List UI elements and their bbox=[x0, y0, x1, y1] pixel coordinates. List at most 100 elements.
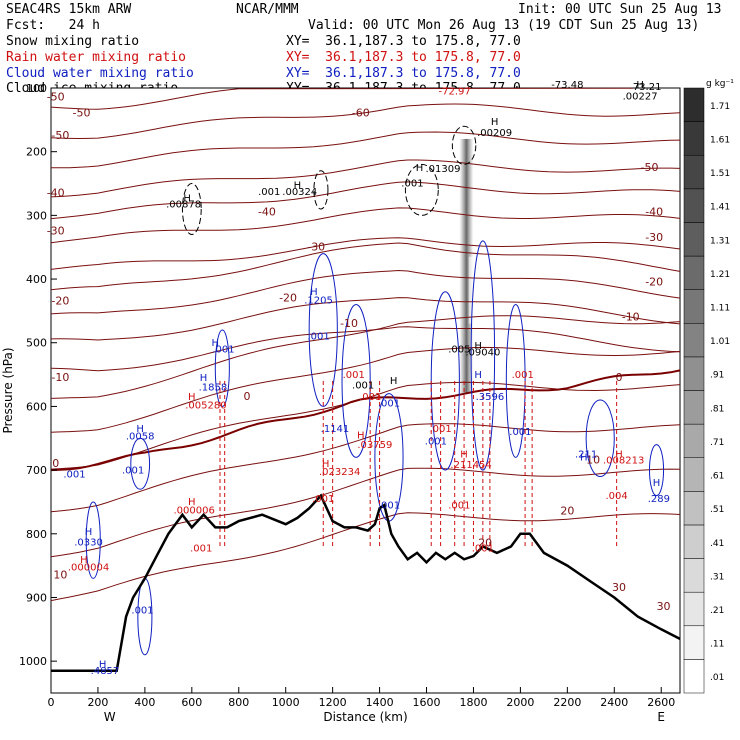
isotherm-label: 30 bbox=[612, 581, 626, 594]
snow-plume-shading bbox=[459, 138, 474, 394]
isotherm-label: 10 bbox=[586, 454, 600, 467]
y-tick-label: 100 bbox=[26, 82, 47, 95]
field-annotation: .211454 bbox=[450, 460, 491, 471]
field-annotation: H bbox=[322, 459, 330, 470]
x-tick-label: 1600 bbox=[413, 696, 441, 709]
colorbar-cell bbox=[683, 121, 705, 156]
y-tick-label: 300 bbox=[26, 209, 47, 222]
isotherm-label: 20 bbox=[560, 505, 574, 518]
y-tick-label: 600 bbox=[26, 400, 47, 413]
field-annotation: .1205 bbox=[304, 295, 333, 306]
field-annotation: .1141 bbox=[321, 424, 350, 435]
field-label-rain: Rain water mixing ratio bbox=[6, 50, 187, 65]
isotherm-label: 0 bbox=[615, 371, 622, 384]
field-annotation: H bbox=[212, 338, 220, 349]
colorbar-cell bbox=[683, 524, 705, 559]
x-tick-label: 800 bbox=[228, 696, 249, 709]
colorbar-label: .61 bbox=[710, 472, 724, 482]
x-tick-label: 1800 bbox=[459, 696, 487, 709]
x-tick-label: 2600 bbox=[647, 696, 675, 709]
isotherm-label: -20 bbox=[279, 291, 297, 304]
colorbar-label: .01 bbox=[710, 673, 724, 683]
colorbar-cell bbox=[683, 625, 705, 660]
east-label: E bbox=[657, 710, 665, 724]
isotherm-label: 20 bbox=[478, 537, 492, 550]
colorbar-label: 1.01 bbox=[710, 337, 730, 347]
isotherm-label: -50 bbox=[47, 91, 65, 104]
init-time: Init: 00 UTC Sun 25 Aug 13 bbox=[518, 2, 722, 17]
field-annotation: .0330 bbox=[74, 537, 103, 548]
field-annotation: .005280 bbox=[185, 400, 226, 411]
colorbar-label: .81 bbox=[710, 404, 724, 414]
field-annotation: .0058 bbox=[126, 432, 155, 443]
colorbar-cell bbox=[683, 491, 705, 526]
model-title: SEAC4RS 15km ARW bbox=[6, 2, 132, 17]
colorbar-label: 1.41 bbox=[710, 203, 730, 213]
field-annotation: H bbox=[580, 453, 588, 464]
colorbar-label: .31 bbox=[710, 572, 724, 582]
field-annotation: .001 bbox=[307, 332, 329, 343]
colorbar-cell bbox=[683, 423, 705, 458]
field-label-cloud-water: Cloud water mixing ratio bbox=[6, 66, 194, 81]
field-annotation: .00209 bbox=[477, 128, 512, 139]
field-annotation: H bbox=[85, 527, 93, 538]
field-annotation: .001 bbox=[343, 370, 365, 381]
valid-time: Valid: 00 UTC Mon 26 Aug 13 (19 CDT Sun … bbox=[308, 18, 700, 33]
field-xy-rain: XY= 36.1,187.3 to 175.8, 77.0 bbox=[286, 50, 521, 65]
colorbar-label: 1.11 bbox=[710, 303, 730, 313]
x-tick-label: 2200 bbox=[553, 696, 581, 709]
isotherm-label: 30 bbox=[657, 600, 671, 613]
field-annotation: .005 bbox=[448, 344, 470, 355]
field-annotation: .01309 bbox=[425, 164, 460, 175]
field-annotation: .001 bbox=[472, 544, 494, 555]
field-annotation: H bbox=[636, 80, 644, 91]
colorbar-cell bbox=[683, 255, 705, 290]
field-annotation: H bbox=[390, 376, 398, 387]
colorbar-cell bbox=[683, 558, 705, 593]
field-annotation: .001 bbox=[122, 465, 144, 476]
field-annotation: H bbox=[80, 555, 88, 566]
y-tick-label: 800 bbox=[26, 528, 47, 541]
colorbar-label: .71 bbox=[710, 438, 724, 448]
isotherm-label: -30 bbox=[645, 231, 663, 244]
isotherm-label: -10 bbox=[622, 310, 640, 323]
field-annotation: .001 bbox=[190, 544, 212, 555]
field-annotation: .001 bbox=[212, 344, 234, 355]
field-annotation: .4857 bbox=[91, 666, 120, 677]
freezing-level-line bbox=[50, 369, 681, 472]
x-tick-label: 1200 bbox=[319, 696, 347, 709]
field-annotation: .001 bbox=[425, 437, 447, 448]
field-annotation: -72.97 bbox=[439, 86, 471, 97]
field-annotation: H bbox=[310, 287, 318, 298]
isotherm-label: 0 bbox=[52, 457, 59, 470]
field-annotation: H bbox=[200, 373, 208, 384]
colorbar-cell bbox=[683, 390, 705, 425]
isotherm-label: 0 bbox=[243, 390, 250, 403]
field-annotation: .001 bbox=[312, 494, 334, 505]
colorbar-label: 1.21 bbox=[710, 270, 730, 280]
field-annotation: .001 bbox=[448, 500, 470, 511]
field-annotation: .00324 bbox=[282, 187, 317, 198]
field-annotation: H bbox=[491, 117, 499, 128]
field-annotation: .00227 bbox=[623, 91, 658, 102]
field-annotation: .09040 bbox=[465, 347, 500, 358]
x-tick-label: 0 bbox=[48, 696, 55, 709]
field-annotation: .001 bbox=[131, 605, 153, 616]
y-tick-label: 700 bbox=[26, 464, 47, 477]
field-annotation: H bbox=[460, 449, 468, 460]
field-annotation: H bbox=[188, 497, 196, 508]
cloud-ice-contours bbox=[181, 125, 477, 235]
isotherm-lines bbox=[50, 87, 681, 602]
terrain-line bbox=[51, 493, 681, 672]
field-annotation: .001 bbox=[258, 187, 280, 198]
colorbar-label: .41 bbox=[710, 539, 724, 549]
field-annotation: H bbox=[99, 660, 107, 671]
y-tick-label: 200 bbox=[26, 146, 47, 159]
isotherm-label: -10 bbox=[51, 371, 69, 384]
colorbar-cell bbox=[683, 289, 705, 324]
field-annotation: H bbox=[615, 449, 623, 460]
field-xy-snow: XY= 36.1,187.3 to 175.8, 77.0 bbox=[286, 34, 521, 49]
field-annotation: .008213 bbox=[603, 456, 644, 467]
field-annotation: -73.48 bbox=[551, 80, 583, 91]
field-annotation: H bbox=[357, 430, 365, 441]
